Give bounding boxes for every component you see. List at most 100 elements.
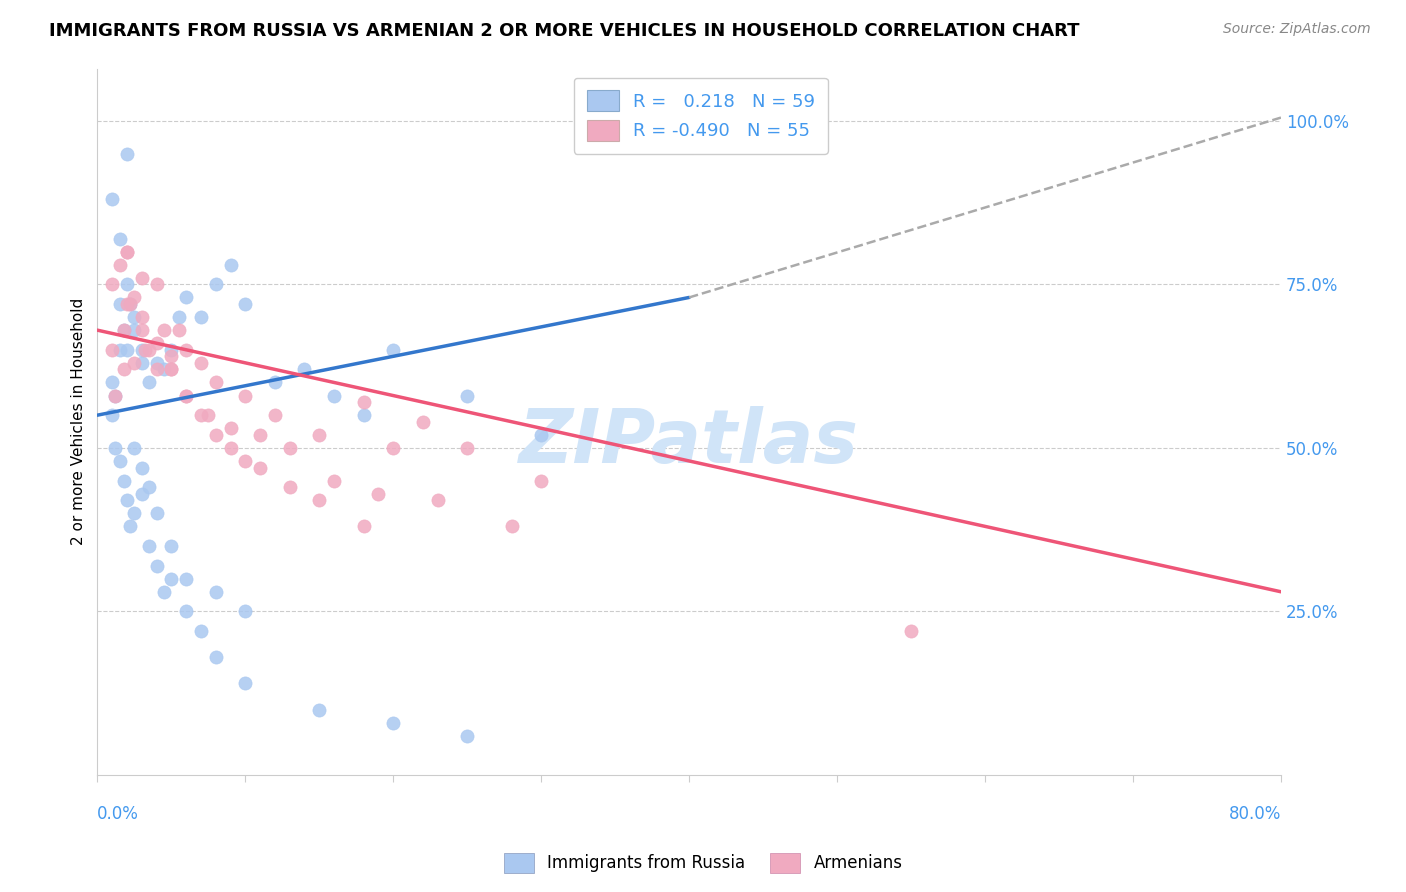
Point xyxy=(145,362,167,376)
Point xyxy=(160,362,183,376)
Point xyxy=(167,323,190,337)
Point xyxy=(134,343,156,357)
Point xyxy=(145,277,167,292)
Point xyxy=(353,408,375,422)
Point xyxy=(167,310,190,324)
Point xyxy=(153,362,176,376)
Point xyxy=(219,441,242,455)
Legend: Immigrants from Russia, Armenians: Immigrants from Russia, Armenians xyxy=(496,847,910,880)
Point xyxy=(382,715,405,730)
Point xyxy=(101,343,124,357)
Point xyxy=(204,376,226,390)
Point xyxy=(308,427,330,442)
Point xyxy=(160,349,183,363)
Point xyxy=(124,441,146,455)
Point xyxy=(138,343,160,357)
Point xyxy=(174,343,197,357)
Point xyxy=(249,460,271,475)
Point xyxy=(131,270,153,285)
Point xyxy=(115,244,138,259)
Point xyxy=(233,604,256,618)
Point xyxy=(115,277,138,292)
Point xyxy=(323,388,346,402)
Point xyxy=(108,231,131,245)
Text: 0.0%: 0.0% xyxy=(97,805,139,823)
Point xyxy=(115,297,138,311)
Point xyxy=(353,519,375,533)
Point xyxy=(264,408,287,422)
Legend: R =   0.218   N = 59, R = -0.490   N = 55: R = 0.218 N = 59, R = -0.490 N = 55 xyxy=(574,78,828,153)
Point xyxy=(118,297,141,311)
Text: 80.0%: 80.0% xyxy=(1229,805,1281,823)
Point xyxy=(131,310,153,324)
Point xyxy=(308,702,330,716)
Point xyxy=(174,572,197,586)
Point xyxy=(264,376,287,390)
Point xyxy=(124,506,146,520)
Point xyxy=(124,290,146,304)
Point xyxy=(456,388,478,402)
Point xyxy=(501,519,523,533)
Point xyxy=(124,323,146,337)
Point xyxy=(233,388,256,402)
Point xyxy=(101,408,124,422)
Y-axis label: 2 or more Vehicles in Household: 2 or more Vehicles in Household xyxy=(72,298,86,545)
Point xyxy=(145,506,167,520)
Point xyxy=(145,356,167,370)
Point xyxy=(530,474,553,488)
Point xyxy=(108,454,131,468)
Point xyxy=(233,676,256,690)
Point xyxy=(131,343,153,357)
Point xyxy=(174,388,197,402)
Text: ZIPatlas: ZIPatlas xyxy=(519,407,859,479)
Point xyxy=(204,584,226,599)
Point xyxy=(104,388,127,402)
Point xyxy=(101,277,124,292)
Point xyxy=(112,362,135,376)
Point xyxy=(153,323,176,337)
Point xyxy=(278,480,301,494)
Point xyxy=(138,376,160,390)
Point xyxy=(353,395,375,409)
Point xyxy=(115,146,138,161)
Point xyxy=(190,310,212,324)
Point xyxy=(145,336,167,351)
Point xyxy=(160,572,183,586)
Point xyxy=(900,624,922,638)
Point xyxy=(233,297,256,311)
Point xyxy=(138,539,160,553)
Point xyxy=(124,310,146,324)
Point xyxy=(308,493,330,508)
Point xyxy=(104,388,127,402)
Point xyxy=(426,493,449,508)
Point xyxy=(118,297,141,311)
Point xyxy=(145,558,167,573)
Point xyxy=(101,376,124,390)
Point xyxy=(153,584,176,599)
Point xyxy=(104,441,127,455)
Point xyxy=(219,258,242,272)
Point xyxy=(197,408,219,422)
Point xyxy=(190,356,212,370)
Point xyxy=(124,356,146,370)
Point xyxy=(108,343,131,357)
Point xyxy=(249,427,271,442)
Point xyxy=(131,356,153,370)
Point xyxy=(115,493,138,508)
Point xyxy=(204,427,226,442)
Text: IMMIGRANTS FROM RUSSIA VS ARMENIAN 2 OR MORE VEHICLES IN HOUSEHOLD CORRELATION C: IMMIGRANTS FROM RUSSIA VS ARMENIAN 2 OR … xyxy=(49,22,1080,40)
Point xyxy=(456,441,478,455)
Point xyxy=(456,729,478,743)
Point xyxy=(530,427,553,442)
Point xyxy=(131,323,153,337)
Point xyxy=(112,323,135,337)
Point xyxy=(219,421,242,435)
Point xyxy=(160,539,183,553)
Point xyxy=(382,441,405,455)
Point xyxy=(112,474,135,488)
Point xyxy=(101,192,124,206)
Point xyxy=(204,650,226,665)
Point xyxy=(278,441,301,455)
Point xyxy=(108,297,131,311)
Point xyxy=(160,362,183,376)
